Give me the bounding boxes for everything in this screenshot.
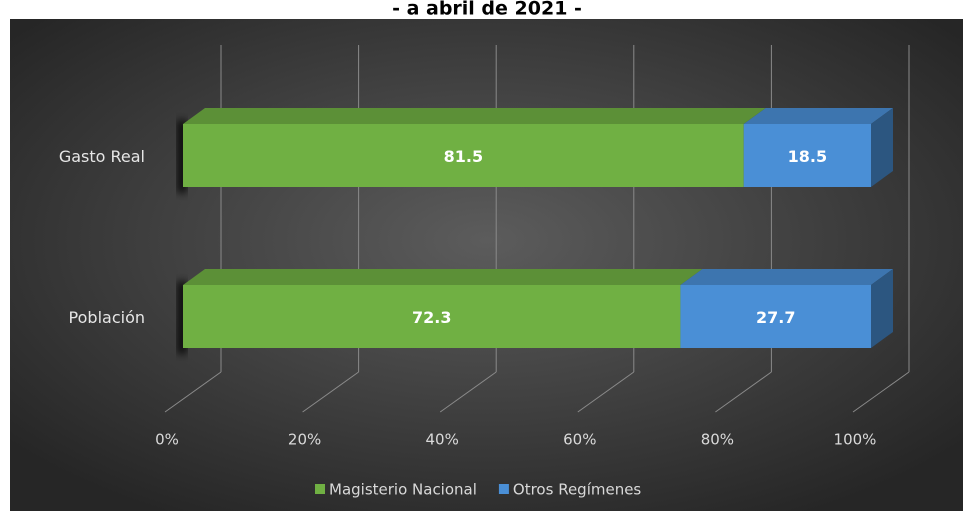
bar-top (183, 108, 766, 124)
bar-side (871, 269, 893, 348)
bar-shadow (177, 120, 187, 193)
grid-line-floor (439, 371, 497, 413)
legend-label: Magisterio Nacional (329, 481, 477, 499)
legend-swatch (498, 484, 509, 494)
data-label: 81.5 (444, 147, 483, 166)
bar-shadow (177, 281, 187, 354)
x-tick-label: 100% (834, 431, 877, 449)
grid-line-floor (715, 371, 772, 413)
bar-top (743, 108, 893, 124)
bar-front (183, 124, 744, 187)
chart-background (10, 19, 963, 511)
y-tick-label: Población (69, 308, 145, 327)
bar-top (680, 269, 893, 285)
bar-side (871, 108, 893, 187)
x-tick-label: 40% (426, 431, 459, 449)
grid-line-floor (852, 371, 910, 413)
bar-front (743, 124, 871, 187)
x-tick-label: 60% (563, 431, 596, 449)
x-tick-label: 20% (288, 431, 321, 449)
legend-swatch (315, 484, 325, 494)
bar-segment (680, 269, 893, 348)
chart-title: - a abril de 2021 - (392, 0, 582, 20)
data-label: 72.3 (412, 308, 451, 327)
grid-line-floor (302, 371, 359, 413)
bar-top (183, 269, 703, 285)
bar-front (183, 285, 681, 348)
x-tick-label: 0% (155, 431, 179, 449)
bar-front (680, 285, 871, 348)
y-tick-label: Gasto Real (59, 147, 145, 166)
grid-line-floor (577, 371, 635, 413)
grid-line-floor (164, 371, 222, 413)
legend-label: Otros Regímenes (513, 481, 642, 499)
data-label: 27.7 (756, 308, 795, 327)
x-tick-label: 80% (701, 431, 734, 449)
data-label: 18.5 (788, 147, 827, 166)
bar-segment (743, 108, 893, 187)
bar-segment (183, 108, 766, 187)
bar-segment (183, 269, 703, 348)
